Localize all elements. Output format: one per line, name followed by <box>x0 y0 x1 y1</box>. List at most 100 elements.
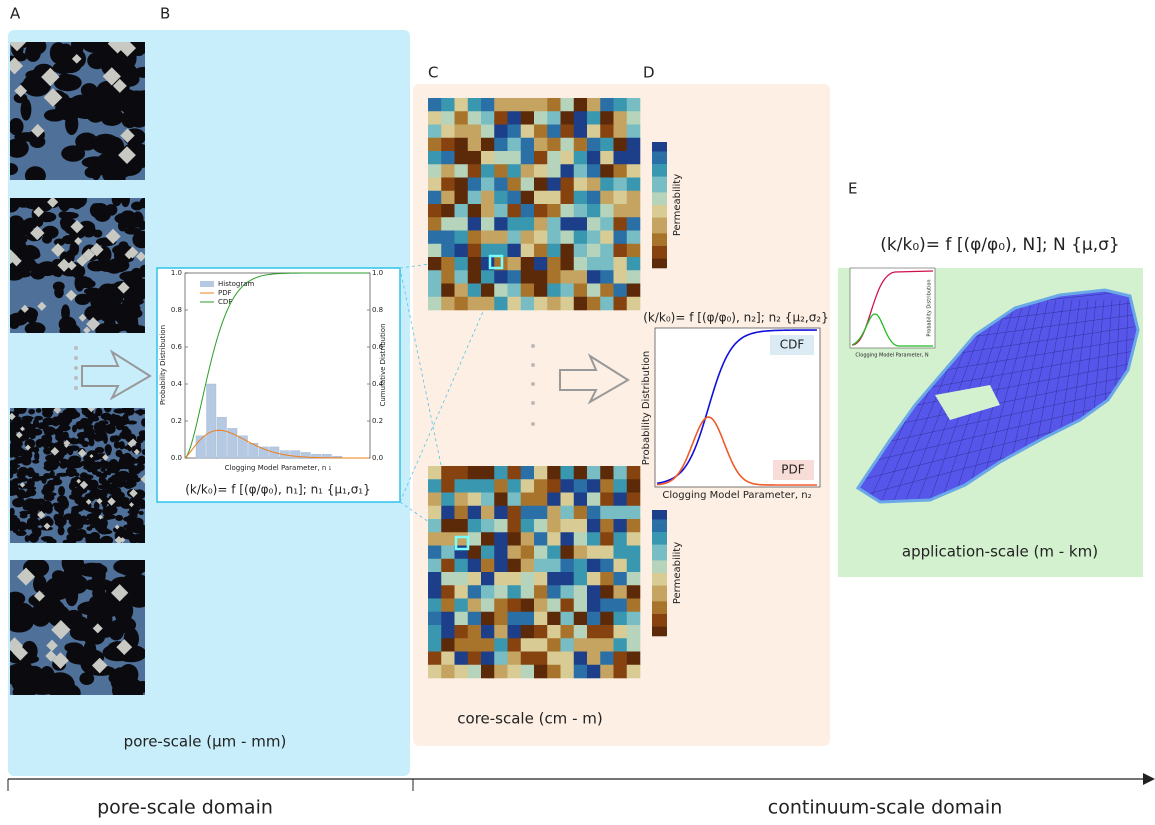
heatmap-cell <box>494 611 508 626</box>
heatmap-cell <box>573 296 588 311</box>
heatmap-cell <box>534 98 548 112</box>
heatmap-cell <box>494 625 508 639</box>
heatmap-cell <box>600 151 614 165</box>
colorbar-step <box>652 535 667 539</box>
heatmap-cell <box>441 585 455 599</box>
heatmap-cell <box>613 124 628 139</box>
precipitate <box>50 446 60 456</box>
label-box <box>770 335 814 355</box>
heatmap-cell <box>467 177 482 192</box>
grain <box>43 408 55 412</box>
grain <box>74 293 91 306</box>
heatmap-cell <box>481 585 495 599</box>
legend-label: Histogram <box>218 280 254 288</box>
colorbar-step <box>652 195 667 199</box>
heatmap-cell <box>454 625 469 639</box>
heatmap-cell <box>573 611 588 626</box>
equation: (k/k₀)= f [(φ/φ₀), n₂]; n₂ {μ₂,σ₂} <box>643 311 829 325</box>
heatmap-cell <box>507 598 522 613</box>
heatmap-cell <box>547 204 561 218</box>
heatmap-cell <box>626 151 641 165</box>
grain <box>10 117 24 136</box>
heatmap-cell <box>626 270 641 284</box>
heatmap-cell <box>507 230 522 245</box>
colorbar-label: Permeability <box>672 542 683 604</box>
heatmap-cell <box>454 598 469 613</box>
grain <box>86 288 104 300</box>
heatmap-cell <box>626 558 641 573</box>
colorbar-step <box>652 211 667 215</box>
heatmap-cell <box>507 137 522 152</box>
grain <box>111 198 122 207</box>
grain <box>132 43 145 57</box>
heatmap-cell <box>547 492 561 507</box>
precipitate <box>89 454 94 459</box>
colorbar-step <box>652 595 667 599</box>
heatmap-cell <box>507 257 522 271</box>
grain <box>132 211 144 228</box>
heatmap-cell <box>560 243 575 258</box>
heatmap-cell <box>454 492 469 507</box>
heatmap-cell <box>600 598 614 613</box>
heatmap-cell <box>520 572 535 586</box>
grain <box>18 419 31 430</box>
heatmap-cell <box>547 598 561 613</box>
heatmap-cell <box>626 111 641 125</box>
legend-label: PDF <box>218 289 232 297</box>
heatmap-cell <box>534 492 548 507</box>
heatmap-cell <box>613 651 628 666</box>
grain <box>85 413 92 418</box>
heatmap-cell <box>507 217 522 231</box>
grain <box>115 514 124 522</box>
heatmap-cell <box>626 519 641 533</box>
histogram-bar <box>300 452 311 459</box>
colorbar-step <box>652 154 667 159</box>
ellipsis-dots <box>74 344 535 426</box>
precipitate <box>52 652 69 669</box>
colorbar-step <box>652 179 667 184</box>
panel-label: D <box>643 64 655 82</box>
heatmap-cell <box>467 257 482 271</box>
heatmap-cell <box>534 243 548 258</box>
heatmap-cell <box>520 164 535 178</box>
heatmap-cell <box>534 217 548 231</box>
heatmap-cell <box>520 545 535 560</box>
colorbar-step <box>652 569 667 574</box>
colorbar-step <box>652 198 667 203</box>
grain <box>123 445 137 450</box>
heatmap-cell <box>481 479 495 493</box>
heatmap-cell <box>587 151 601 165</box>
precipitate <box>41 67 60 87</box>
grain <box>121 496 128 502</box>
grain <box>17 477 29 482</box>
heatmap-cell <box>467 466 482 480</box>
heatmap-cell <box>454 558 469 573</box>
precipitate <box>57 258 71 272</box>
heatmap-cell <box>441 124 455 139</box>
heatmap-cell <box>441 572 455 586</box>
heatmap-cell <box>467 243 482 258</box>
heatmap-cell <box>454 257 469 271</box>
grain <box>55 198 66 207</box>
heatmap-cell <box>494 664 508 679</box>
precipitate <box>78 313 87 322</box>
grain <box>109 416 119 427</box>
heatmap-cell <box>573 177 588 192</box>
grain <box>87 416 94 425</box>
heatmap-cell <box>534 545 548 560</box>
heatmap-cell <box>587 492 601 507</box>
heatmap-cell <box>507 111 522 125</box>
heatmap-cell <box>534 466 548 480</box>
precipitate <box>135 251 145 262</box>
heatmap-cell <box>454 283 469 298</box>
grain <box>102 412 110 421</box>
heatmap-cell <box>560 532 575 546</box>
colorbar-step <box>652 528 667 533</box>
colorbar-step <box>652 145 667 149</box>
grain <box>102 506 110 516</box>
heatmap-cell <box>467 598 482 613</box>
grain <box>10 602 35 628</box>
grain <box>20 245 40 260</box>
grain <box>10 514 18 519</box>
mesh-line <box>859 385 1141 449</box>
